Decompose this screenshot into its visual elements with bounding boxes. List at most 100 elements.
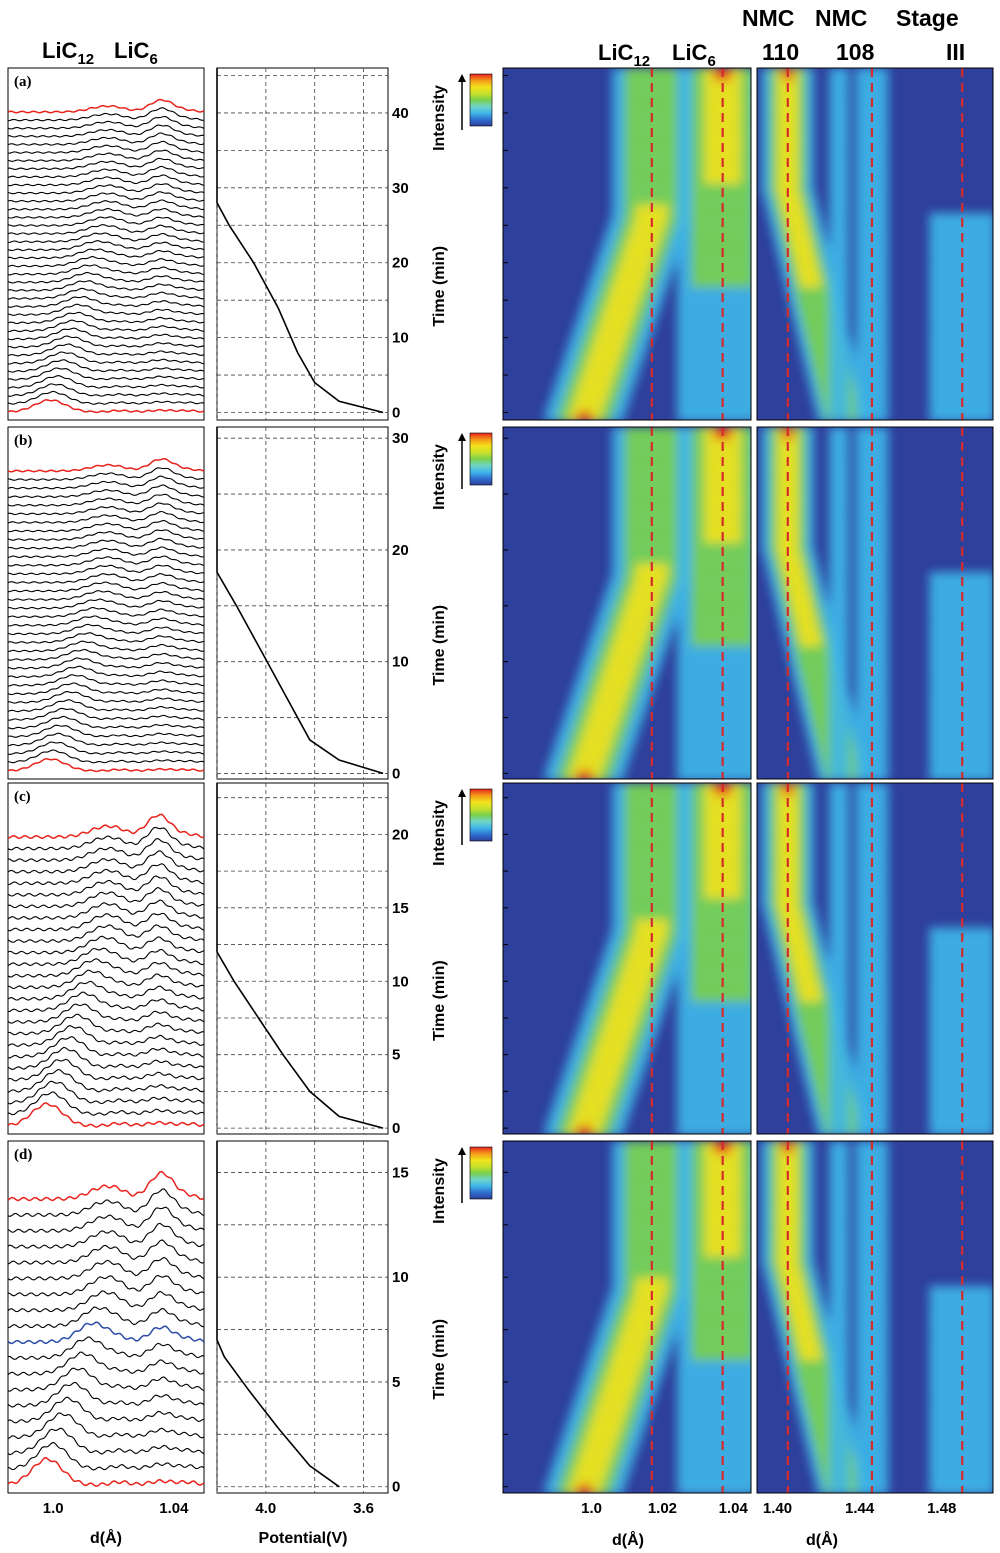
heatmap-band	[855, 747, 889, 761]
heatmap-band	[624, 1234, 680, 1247]
diffraction-trace	[7, 674, 204, 687]
heatmap-band	[677, 706, 751, 719]
heatmap-band	[797, 654, 834, 668]
heatmap-band	[589, 706, 622, 719]
heatmap-band	[829, 530, 849, 543]
header-nmc108-top: NMC	[815, 5, 867, 31]
heatmap-band	[691, 181, 751, 195]
heatmap-band	[929, 1061, 993, 1075]
diffraction-trace	[7, 682, 205, 696]
heatmap-band	[855, 1161, 889, 1175]
heatmap-band	[829, 1306, 849, 1319]
time-tick-label: 0	[392, 1120, 400, 1137]
diffraction-trace	[7, 149, 205, 162]
diffraction-trace	[7, 303, 205, 316]
heatmap-band	[829, 896, 849, 909]
diffraction-trace	[7, 191, 205, 203]
heatmap-band	[677, 306, 751, 319]
heatmap-band	[599, 1030, 632, 1044]
time-tick-label: 0	[392, 1479, 400, 1496]
heatmap-band	[829, 368, 849, 381]
heatmap-band	[677, 1420, 751, 1433]
diffraction-trace	[7, 875, 205, 897]
intensity-label: Intensity	[431, 1158, 448, 1224]
diffraction-trace	[7, 1256, 205, 1281]
diffraction-trace	[7, 199, 205, 211]
heatmap-band	[829, 758, 849, 771]
heatmap-band	[794, 254, 817, 267]
heatmap-band	[577, 1482, 592, 1493]
heatmap-band	[855, 937, 889, 951]
heatmap-band	[784, 1285, 807, 1299]
heatmap-band	[677, 1103, 751, 1116]
heatmap-band	[578, 737, 612, 750]
diffraction-trace	[7, 240, 205, 252]
heatmap-band	[624, 1192, 680, 1206]
heatmap-band	[829, 1420, 849, 1433]
heatmap-band	[624, 119, 680, 133]
diffraction-trace	[8, 484, 205, 498]
diffraction-trace	[7, 1025, 205, 1047]
heatmap-band	[829, 275, 849, 288]
diffraction-trace	[7, 457, 205, 473]
heatmap-band	[691, 223, 751, 236]
heatmap-band	[829, 1410, 849, 1423]
heatmap-band	[829, 1192, 849, 1206]
lic-x-tick-label: 1.0	[581, 1500, 602, 1517]
stack-x-tick-label: 1.0	[43, 1500, 64, 1517]
heatmap-band	[589, 347, 622, 360]
heatmap-band	[829, 1348, 849, 1361]
heatmap-band	[829, 1265, 849, 1278]
heatmap-band	[784, 571, 807, 585]
heatmap-band	[677, 347, 751, 360]
heatmap-band	[829, 824, 849, 837]
intensity-label: Intensity	[431, 444, 448, 510]
heatmap-band	[829, 99, 849, 112]
diffraction-trace	[7, 1222, 205, 1249]
heatmap-band	[784, 212, 807, 226]
header-mid-lic6: LiC6	[672, 40, 716, 70]
heatmap-band	[634, 212, 667, 226]
time-tick-label: 20	[392, 542, 409, 559]
heatmap-band	[575, 388, 608, 402]
heatmap-band	[624, 865, 680, 878]
heatmap-band	[691, 540, 751, 554]
diffraction-trace	[7, 1381, 205, 1408]
lic-x-tick-label: 1.04	[719, 1500, 749, 1517]
plot-area: (a) 0 10 20 30 40 Intensity Time (min) (b) 0 10 20 3…	[7, 67, 994, 1517]
heatmap-band	[582, 727, 615, 740]
heatmap-band	[677, 716, 751, 730]
diffraction-trace	[7, 947, 205, 967]
heatmap-band	[571, 1472, 605, 1485]
diffraction-trace	[7, 598, 205, 610]
heatmap-band	[929, 223, 993, 236]
heatmap-band	[799, 989, 822, 1002]
heatmap-band	[794, 999, 832, 1013]
heatmap-band	[829, 1041, 849, 1054]
heatmap-band	[829, 489, 849, 502]
heatmap-band	[677, 1092, 751, 1106]
heatmap-band	[929, 1389, 993, 1402]
diffraction-trace	[7, 1456, 205, 1487]
diffraction-trace	[7, 546, 205, 558]
diffraction-trace	[7, 1367, 205, 1392]
heatmap-band	[829, 109, 849, 122]
heatmap-band	[829, 1296, 849, 1309]
heatmap-band	[829, 685, 849, 699]
heatmap-band	[829, 1461, 849, 1475]
heatmap-band	[929, 937, 993, 951]
diffraction-trace	[7, 327, 205, 341]
diffraction-trace	[7, 863, 205, 886]
heatmap-band	[779, 906, 801, 920]
panel-c: (c) 0 5 10 15 20 Intensity Time (min)	[7, 782, 994, 1137]
heatmap-band	[855, 675, 889, 688]
lic-heatmap	[502, 1140, 752, 1494]
heatmap-band	[829, 202, 849, 215]
heatmap-band	[578, 1092, 612, 1106]
heatmap-band	[829, 603, 849, 616]
heatmap-band	[624, 834, 680, 847]
heatmap-band	[794, 968, 817, 982]
heatmap-band	[855, 447, 889, 461]
heatmap-band	[797, 979, 819, 992]
heatmap-band	[797, 295, 834, 309]
